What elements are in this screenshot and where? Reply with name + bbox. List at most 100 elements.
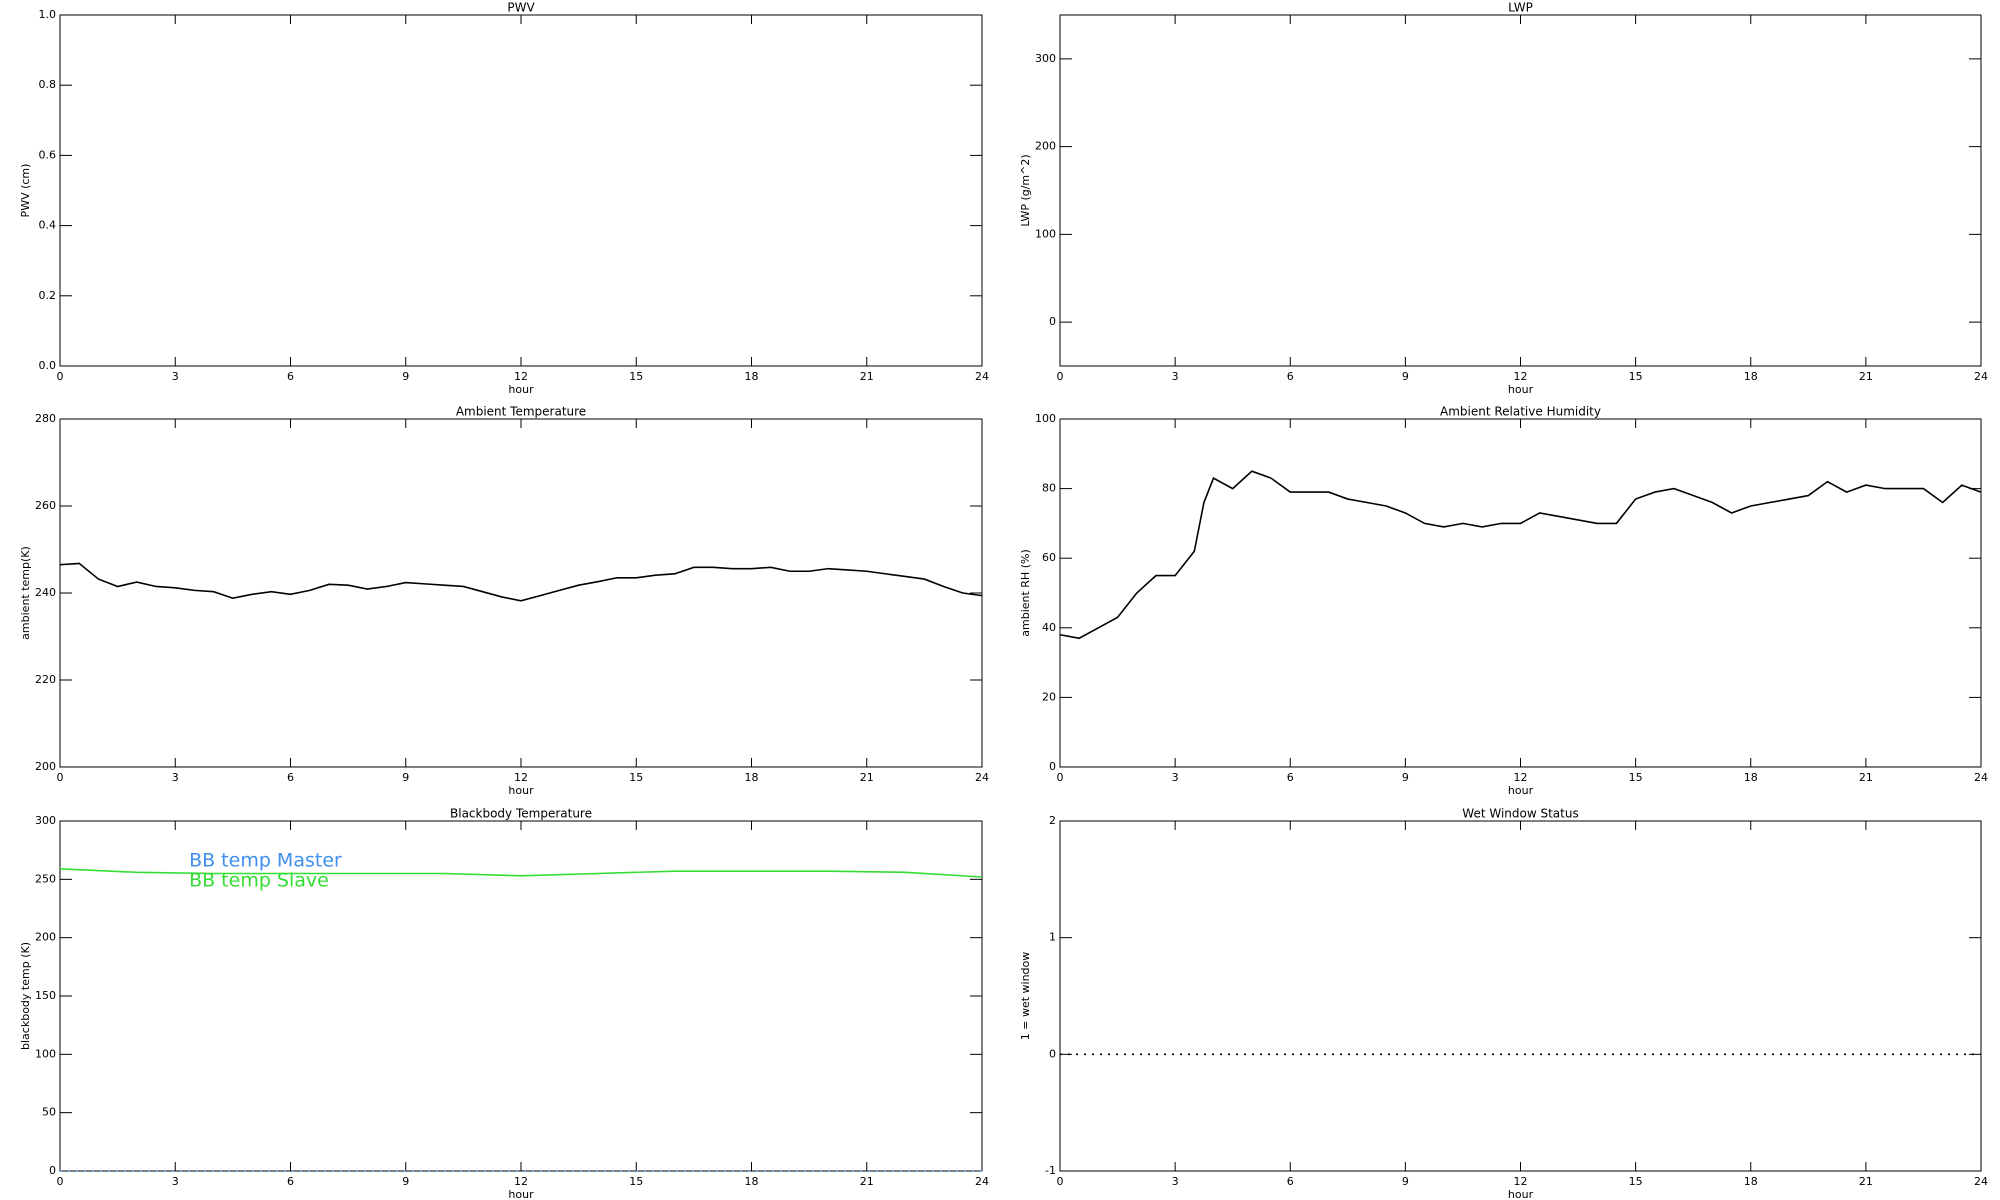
x-tick-label: 15 bbox=[629, 1175, 643, 1188]
x-tick-label: 15 bbox=[1629, 771, 1643, 784]
x-tick-label: 6 bbox=[287, 1175, 294, 1188]
x-axis-label: hour bbox=[1508, 1188, 1534, 1200]
y-axis-label: 1 = wet window bbox=[1019, 952, 1032, 1041]
y-axis-label: blackbody temp (K) bbox=[19, 942, 32, 1050]
x-axis-label: hour bbox=[508, 784, 534, 797]
x-tick-label: 21 bbox=[860, 771, 874, 784]
chart-title: Wet Window Status bbox=[1462, 807, 1578, 821]
x-tick-label: 9 bbox=[1402, 771, 1409, 784]
y-tick-label: 50 bbox=[42, 1106, 56, 1119]
x-tick-label: 12 bbox=[1514, 370, 1528, 383]
x-tick-label: 6 bbox=[1287, 370, 1294, 383]
x-tick-label: 15 bbox=[629, 370, 643, 383]
x-axis-label: hour bbox=[1508, 784, 1534, 797]
x-tick-label: 0 bbox=[1057, 370, 1064, 383]
x-tick-label: 3 bbox=[1172, 1175, 1179, 1188]
y-tick-label: 1.0 bbox=[39, 8, 57, 21]
y-tick-label: 200 bbox=[35, 760, 56, 773]
x-tick-label: 9 bbox=[1402, 370, 1409, 383]
plot-frame bbox=[59, 418, 983, 768]
y-axis-label: ambient RH (%) bbox=[1019, 549, 1032, 637]
y-axis-label: PWV (cm) bbox=[19, 164, 32, 218]
x-tick-label: 3 bbox=[172, 1175, 179, 1188]
x-tick-label: 21 bbox=[1859, 1175, 1873, 1188]
x-tick-label: 24 bbox=[975, 370, 989, 383]
x-tick-label: 6 bbox=[1287, 1175, 1294, 1188]
x-tick-label: 12 bbox=[514, 370, 528, 383]
x-tick-label: 0 bbox=[57, 1175, 64, 1188]
y-tick-label: 0 bbox=[49, 1164, 56, 1177]
y-tick-label: 2 bbox=[1049, 814, 1056, 827]
x-tick-label: 3 bbox=[1172, 370, 1179, 383]
x-tick-label: 18 bbox=[1744, 1175, 1758, 1188]
x-tick-label: 0 bbox=[57, 771, 64, 784]
x-tick-label: 3 bbox=[172, 771, 179, 784]
x-tick-label: 21 bbox=[1859, 370, 1873, 383]
x-tick-label: 12 bbox=[1514, 771, 1528, 784]
y-tick-label: 200 bbox=[35, 931, 56, 944]
x-tick-label: 9 bbox=[402, 1175, 409, 1188]
x-tick-label: 18 bbox=[1744, 771, 1758, 784]
plot-frame bbox=[1059, 418, 1982, 768]
y-tick-label: 240 bbox=[35, 586, 56, 599]
x-tick-label: 21 bbox=[860, 370, 874, 383]
x-tick-label: 3 bbox=[172, 370, 179, 383]
plot-frame bbox=[1059, 14, 1982, 367]
x-tick-label: 3 bbox=[1172, 771, 1179, 784]
x-tick-label: 18 bbox=[745, 771, 759, 784]
y-tick-label: 0.6 bbox=[39, 148, 57, 161]
chart-title: PWV bbox=[507, 1, 535, 15]
x-tick-label: 24 bbox=[1974, 1175, 1988, 1188]
x-tick-label: 6 bbox=[287, 370, 294, 383]
y-tick-label: 300 bbox=[35, 814, 56, 827]
y-tick-label: 250 bbox=[35, 872, 56, 885]
y-tick-label: 100 bbox=[1035, 227, 1056, 240]
y-tick-label: 40 bbox=[1042, 621, 1056, 634]
y-tick-label: 220 bbox=[35, 673, 56, 686]
y-tick-label: 60 bbox=[1042, 551, 1056, 564]
y-tick-label: -1 bbox=[1045, 1164, 1056, 1177]
x-tick-label: 6 bbox=[1287, 771, 1294, 784]
x-tick-label: 9 bbox=[1402, 1175, 1409, 1188]
plot-frame bbox=[1059, 820, 1982, 1172]
series-line bbox=[59, 868, 983, 878]
x-axis-label: hour bbox=[508, 383, 534, 396]
y-tick-label: 0.4 bbox=[39, 219, 57, 232]
y-tick-label: 100 bbox=[35, 1047, 56, 1060]
x-tick-label: 21 bbox=[860, 1175, 874, 1188]
y-tick-label: 300 bbox=[1035, 52, 1056, 65]
chart-title: Ambient Temperature bbox=[456, 405, 586, 419]
y-tick-label: 80 bbox=[1042, 482, 1056, 495]
x-axis-label: hour bbox=[508, 1188, 534, 1200]
x-tick-label: 24 bbox=[1974, 370, 1988, 383]
y-tick-label: 260 bbox=[35, 499, 56, 512]
x-axis-label: hour bbox=[1508, 383, 1534, 396]
y-tick-label: 1 bbox=[1049, 931, 1056, 944]
x-tick-label: 0 bbox=[57, 370, 64, 383]
y-tick-label: 0.0 bbox=[39, 359, 57, 372]
y-tick-label: 0 bbox=[1049, 760, 1056, 773]
y-tick-label: 0.8 bbox=[39, 78, 57, 91]
y-tick-label: 150 bbox=[35, 989, 56, 1002]
legend-entry: BB temp Master bbox=[189, 850, 342, 872]
x-tick-label: 21 bbox=[1859, 771, 1873, 784]
x-tick-label: 12 bbox=[514, 1175, 528, 1188]
x-tick-label: 18 bbox=[745, 370, 759, 383]
x-tick-label: 6 bbox=[287, 771, 294, 784]
y-tick-label: 200 bbox=[1035, 140, 1056, 153]
x-tick-label: 18 bbox=[1744, 370, 1758, 383]
chart-title: LWP bbox=[1508, 1, 1533, 15]
y-tick-label: 0 bbox=[1049, 315, 1056, 328]
x-tick-label: 15 bbox=[1629, 370, 1643, 383]
plot-frame bbox=[59, 14, 983, 367]
y-tick-label: 0 bbox=[1049, 1047, 1056, 1060]
x-tick-label: 9 bbox=[402, 771, 409, 784]
x-tick-label: 18 bbox=[745, 1175, 759, 1188]
series-line bbox=[1059, 470, 1982, 640]
x-tick-label: 12 bbox=[1514, 1175, 1528, 1188]
x-tick-label: 24 bbox=[975, 771, 989, 784]
x-tick-label: 0 bbox=[1057, 1175, 1064, 1188]
y-axis-label: ambient temp(K) bbox=[19, 546, 32, 640]
